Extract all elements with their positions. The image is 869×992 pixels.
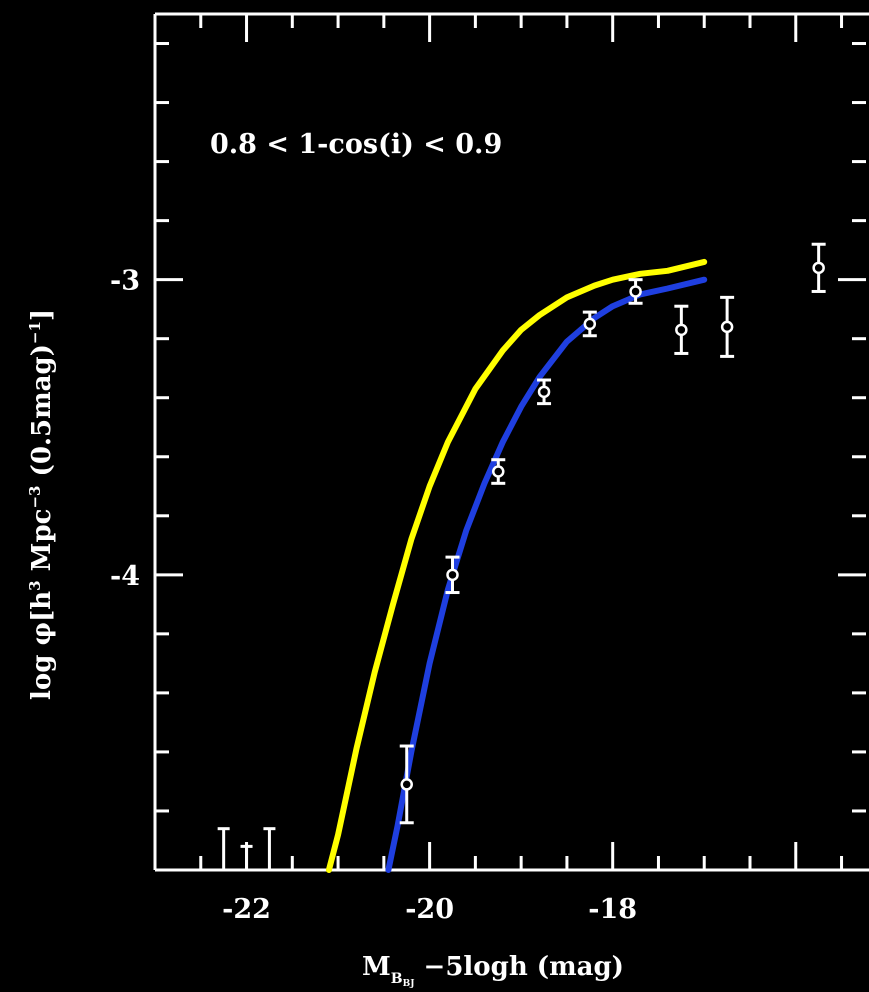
data-points bbox=[217, 242, 826, 870]
axis-ticks bbox=[153, 14, 866, 872]
x-axis-label-suffix: −5logh (mag) bbox=[415, 952, 624, 982]
y-axis-label-sup1: 3 bbox=[26, 580, 44, 590]
y-axis-label-mid: Mpc bbox=[27, 509, 57, 581]
x-tick-label: -22 bbox=[222, 894, 271, 925]
data-point bbox=[583, 317, 597, 331]
model-curves bbox=[325, 258, 708, 873]
y-axis-label: log φ[h3 Mpc−3 (0.5mag)−1] bbox=[26, 309, 57, 700]
x-axis-label: MBBJ −5logh (mag) bbox=[362, 952, 624, 989]
data-point bbox=[446, 568, 459, 582]
data-point bbox=[720, 320, 734, 334]
data-point bbox=[537, 385, 551, 399]
x-axis-label-main: M bbox=[362, 952, 391, 982]
yellow-curve bbox=[325, 258, 708, 873]
data-point bbox=[812, 261, 825, 275]
data-point bbox=[400, 778, 413, 791]
data-point bbox=[675, 323, 688, 337]
y-axis-label-end: ] bbox=[27, 309, 57, 321]
data-point bbox=[629, 285, 642, 298]
x-tick-label: -20 bbox=[405, 894, 454, 925]
x-tick-label: -18 bbox=[588, 894, 637, 925]
tick-labels: -22 -20 -18 -3 -4 bbox=[110, 266, 637, 925]
y-tick-label: -4 bbox=[110, 561, 140, 592]
y-axis-label-prefix: log φ[h bbox=[27, 591, 57, 700]
x-axis-label-subsub: BJ bbox=[403, 979, 415, 989]
inclination-annotation: 0.8 < 1-cos(i) < 0.9 bbox=[210, 129, 502, 160]
y-axis-label-sup2: −3 bbox=[26, 486, 44, 509]
y-axis-label-sup3: −1 bbox=[26, 321, 44, 344]
data-point bbox=[492, 465, 505, 478]
y-axis-label-suffix2: (0.5mag) bbox=[27, 344, 57, 485]
y-tick-label: -3 bbox=[110, 266, 140, 297]
x-axis-label-sub: B bbox=[391, 971, 403, 987]
blue-curve bbox=[385, 276, 708, 873]
